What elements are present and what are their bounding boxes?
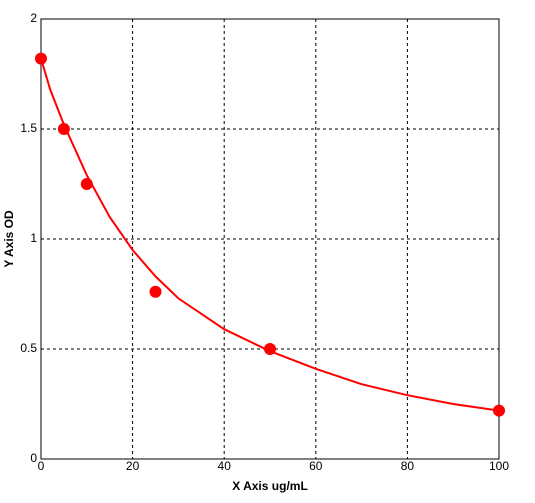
x-tick-label: 100 bbox=[489, 459, 509, 473]
y-tick-label: 0.5 bbox=[20, 341, 37, 355]
x-axis-title: X Axis ug/mL bbox=[232, 479, 308, 493]
x-tick-label: 60 bbox=[309, 459, 323, 473]
y-tick-label: 0 bbox=[30, 451, 37, 465]
data-point bbox=[493, 404, 505, 417]
x-tick-label: 20 bbox=[126, 459, 140, 473]
y-tick-label: 1 bbox=[30, 231, 37, 245]
y-axis-title: Y Axis OD bbox=[2, 210, 16, 268]
plot-frame bbox=[40, 18, 500, 460]
data-point bbox=[80, 178, 93, 190]
data-point bbox=[57, 123, 70, 135]
y-tick-label: 2 bbox=[30, 11, 37, 25]
x-tick-label: 0 bbox=[38, 459, 45, 473]
y-tick-label: 1.5 bbox=[20, 121, 37, 135]
data-point bbox=[264, 343, 276, 355]
x-tick-label: 40 bbox=[218, 459, 232, 473]
fit-curve bbox=[40, 58, 500, 412]
x-tick-label: 80 bbox=[401, 459, 415, 473]
data-point bbox=[35, 52, 47, 65]
data-point bbox=[149, 285, 162, 298]
